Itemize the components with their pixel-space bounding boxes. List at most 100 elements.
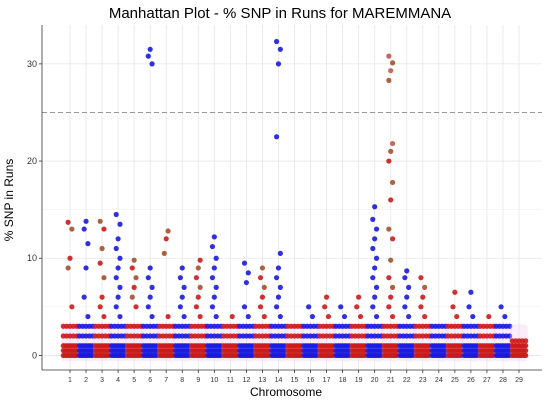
data-point bbox=[165, 228, 171, 234]
x-tick-label: 18 bbox=[339, 377, 347, 384]
data-point bbox=[99, 294, 105, 300]
data-point bbox=[372, 294, 378, 300]
data-point bbox=[356, 294, 362, 300]
chromosome-group bbox=[156, 228, 176, 362]
data-point bbox=[241, 260, 248, 266]
data-point bbox=[402, 304, 408, 310]
data-point bbox=[177, 275, 183, 281]
data-point bbox=[277, 46, 283, 52]
data-point bbox=[390, 179, 396, 186]
x-tick-label: 21 bbox=[387, 377, 395, 384]
x-tick-label: 23 bbox=[419, 377, 427, 384]
data-point bbox=[275, 61, 282, 67]
data-point bbox=[323, 294, 330, 300]
chromosome-group bbox=[237, 260, 256, 362]
x-tick-label: 20 bbox=[371, 377, 379, 384]
x-tick-label: 28 bbox=[499, 377, 507, 384]
x-tick-label: 8 bbox=[180, 377, 184, 384]
data-point bbox=[325, 313, 332, 320]
data-point bbox=[129, 294, 135, 300]
data-point bbox=[99, 245, 105, 252]
data-point bbox=[418, 275, 424, 281]
data-point bbox=[486, 313, 492, 320]
data-point bbox=[418, 304, 424, 310]
data-point bbox=[113, 211, 119, 218]
data-point bbox=[452, 289, 458, 295]
chromosome-group bbox=[76, 218, 96, 362]
data-point bbox=[261, 284, 267, 290]
data-point bbox=[165, 313, 171, 320]
data-point bbox=[386, 304, 392, 310]
chromosome-group bbox=[188, 257, 208, 362]
data-point bbox=[197, 313, 203, 320]
data-point bbox=[372, 204, 378, 210]
data-point bbox=[386, 275, 392, 281]
chromosome-group bbox=[365, 204, 385, 362]
data-point bbox=[406, 284, 412, 290]
data-point bbox=[81, 294, 87, 300]
data-point bbox=[388, 294, 394, 300]
data-point bbox=[117, 284, 123, 290]
x-tick-label: 13 bbox=[259, 377, 267, 384]
data-point bbox=[450, 304, 456, 310]
x-tick-label: 29 bbox=[515, 377, 523, 384]
points-layer bbox=[60, 38, 529, 362]
data-point bbox=[213, 313, 219, 320]
chromosome-group bbox=[285, 323, 304, 362]
data-point bbox=[145, 53, 151, 59]
x-tick-label: 16 bbox=[307, 377, 315, 384]
x-tick-label: 3 bbox=[100, 377, 104, 384]
data-point bbox=[370, 275, 376, 281]
chromosome-group bbox=[108, 211, 128, 362]
data-point bbox=[243, 279, 249, 286]
data-point bbox=[338, 304, 344, 310]
data-point bbox=[211, 265, 217, 271]
grid-layer bbox=[42, 25, 542, 370]
y-tick-label: 10 bbox=[27, 253, 37, 263]
data-point bbox=[85, 241, 91, 247]
chromosome-group bbox=[429, 323, 449, 362]
data-point bbox=[357, 313, 364, 320]
data-point bbox=[373, 226, 380, 232]
data-point bbox=[306, 304, 312, 310]
x-tick-label: 2 bbox=[84, 377, 88, 384]
data-point bbox=[390, 140, 396, 147]
x-tick-label: 5 bbox=[132, 377, 136, 384]
x-tick-label: 12 bbox=[242, 377, 250, 384]
data-point bbox=[507, 323, 513, 329]
data-point bbox=[390, 236, 396, 242]
data-point bbox=[209, 304, 216, 310]
data-point bbox=[309, 313, 316, 320]
data-point bbox=[388, 148, 394, 154]
data-point bbox=[161, 250, 167, 256]
data-point bbox=[113, 304, 119, 310]
x-tick-label: 17 bbox=[323, 377, 331, 384]
data-point bbox=[97, 304, 103, 310]
data-point bbox=[65, 265, 71, 271]
x-tick-label: 25 bbox=[451, 377, 459, 384]
data-point bbox=[101, 313, 107, 320]
data-point bbox=[133, 304, 139, 310]
data-point bbox=[147, 294, 153, 300]
data-point bbox=[195, 294, 201, 300]
data-point bbox=[259, 265, 266, 271]
x-tick-label: 7 bbox=[164, 377, 168, 384]
data-point bbox=[523, 347, 529, 354]
x-tick-label: 22 bbox=[403, 377, 411, 384]
data-point bbox=[372, 265, 378, 271]
data-point bbox=[241, 304, 248, 310]
data-point bbox=[145, 275, 151, 281]
data-point bbox=[404, 268, 410, 274]
y-axis-title: % SNP in Runs bbox=[2, 159, 16, 241]
data-point bbox=[211, 294, 217, 300]
data-point bbox=[149, 61, 155, 67]
data-point bbox=[115, 236, 121, 242]
data-point bbox=[69, 226, 75, 232]
data-point bbox=[209, 275, 216, 281]
data-point bbox=[209, 243, 216, 250]
data-point bbox=[211, 234, 217, 240]
data-point bbox=[181, 313, 187, 320]
data-point bbox=[113, 275, 119, 281]
data-point bbox=[386, 53, 392, 59]
data-point bbox=[83, 218, 89, 224]
